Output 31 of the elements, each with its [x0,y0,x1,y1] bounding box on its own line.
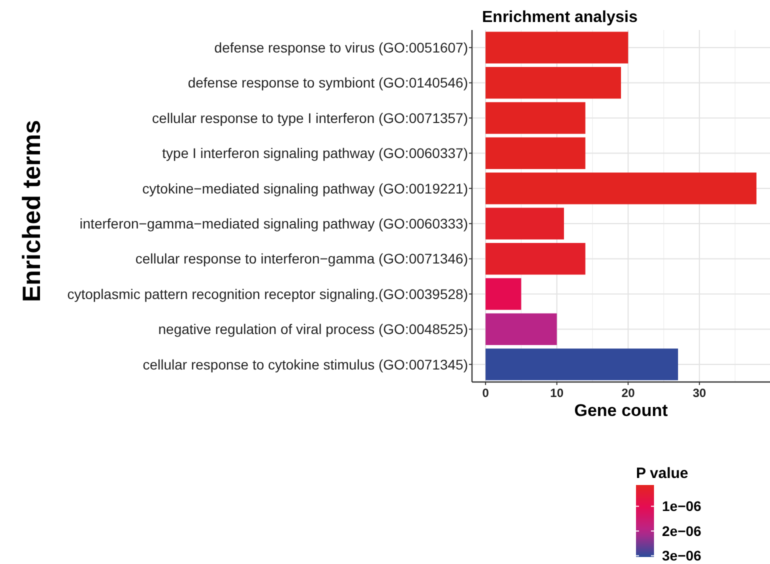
y-tick-label: interferon−gamma−mediated signaling pathway (GO:0060333) [80,216,468,232]
bar [486,32,628,64]
y-tick-label: cellular response to type I interferon (GO:0071357) [152,110,468,126]
x-tick-label: 10 [550,386,564,400]
y-tick-label: cytoplasmic pattern recognition receptor signaling.(GO:0039528) [67,286,468,302]
y-tick-label: cellular response to interferon−gamma (GO:0071346) [135,250,468,267]
color-bar-label: 3e−06 [662,548,702,564]
y-tick-label: defense response to symbiont (GO:0140546) [188,74,468,91]
bar [486,242,586,275]
x-tick-label: 0 [482,386,490,400]
x-axis-title: Gene count [574,401,668,420]
x-tick-label: 30 [692,386,706,400]
bar [486,348,678,380]
bar [486,66,621,99]
bar [486,172,756,204]
y-tick-label: cytokine−mediated signaling pathway (GO:0019221) [142,180,468,196]
bar [486,137,586,170]
color-bar-label: 2e−06 [662,522,702,539]
chart-title: Enrichment analysis [482,9,638,26]
bar [486,102,586,134]
y-tick-label: cellular response to cytokine stimulus (GO:0071345) [142,356,468,372]
x-tick-label: 20 [621,386,636,400]
bar [486,208,564,240]
bar [486,278,522,310]
color-bar-title: P value [636,465,688,482]
color-bar-label: 1e−06 [662,498,702,514]
y-tick-label: negative regulation of viral process (GO:0048525) [158,321,468,338]
y-tick-label: type I interferon signaling pathway (GO:0060337) [162,145,468,162]
y-tick-label: defense response to virus (GO:0051607) [214,40,468,56]
y-axis-title: Enriched terms [18,120,46,302]
bar [486,313,557,346]
